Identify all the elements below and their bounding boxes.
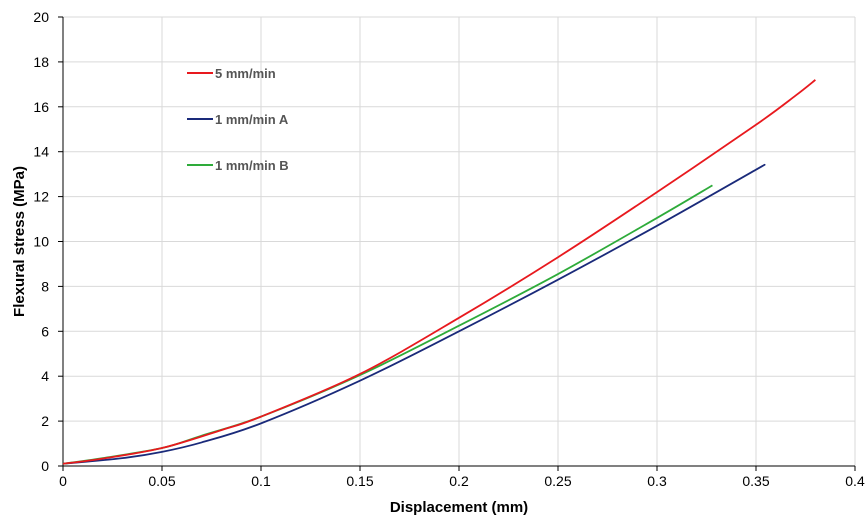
y-tick-label: 12 (33, 189, 49, 205)
legend-label-1-mm-min-a: 1 mm/min A (215, 112, 289, 127)
series-line-1-mm-min-a (62, 163, 766, 465)
x-tick-label: 0.35 (742, 473, 769, 489)
x-tick-label: 0.05 (148, 473, 175, 489)
grid (63, 16, 856, 466)
legend-label-1-mm-min-b: 1 mm/min B (215, 158, 289, 173)
x-tick-label: 0.25 (544, 473, 571, 489)
y-tick-label: 2 (41, 413, 49, 429)
y-tick-label: 6 (41, 323, 49, 339)
y-tick-label: 20 (33, 9, 49, 25)
y-tick-label: 16 (33, 99, 49, 115)
series-line-5-mm-min (62, 79, 816, 465)
axes: 0 2 4 6 8 10 12 14 16 18 20 0 0.05 0.1 0.15 0.2 0.25 0.3 0… (33, 9, 865, 489)
y-tick-label: 8 (41, 278, 49, 294)
x-tick-label: 0.2 (449, 473, 469, 489)
x-tick-label: 0.1 (251, 473, 271, 489)
x-tick-label: 0.15 (346, 473, 373, 489)
x-tick-label: 0 (59, 473, 67, 489)
y-tick-label: 10 (33, 234, 49, 250)
x-axis-title: Displacement (mm) (390, 499, 528, 516)
series-line-1-mm-min-b (62, 184, 713, 465)
y-axis-title: Flexural stress (MPa) (11, 166, 28, 317)
y-tick-label: 4 (41, 368, 49, 384)
y-tick-label: 14 (33, 144, 49, 160)
legend-label-5-mm-min: 5 mm/min (215, 66, 276, 81)
x-tick-label: 0.3 (647, 473, 667, 489)
series (62, 79, 816, 465)
legend: 5 mm/min 1 mm/min A 1 mm/min B (187, 66, 289, 173)
y-tick-label: 18 (33, 54, 49, 70)
y-tick-label: 0 (41, 458, 49, 474)
x-tick-label: 0.4 (845, 473, 865, 489)
